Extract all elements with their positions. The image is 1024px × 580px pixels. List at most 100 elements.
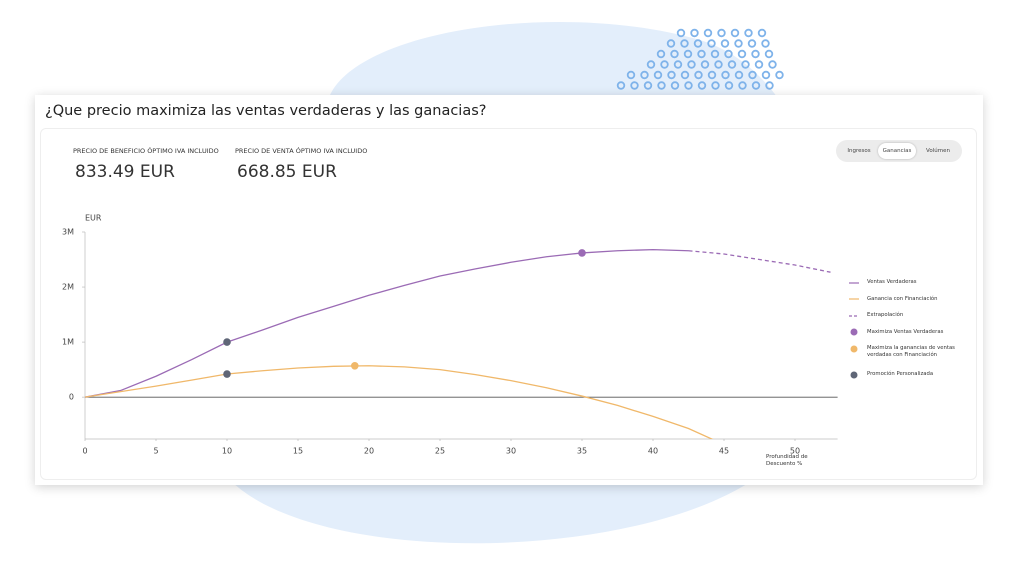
marker [578,249,586,257]
legend-swatch [849,328,859,336]
dot [680,39,689,48]
x-tick-label: 15 [293,447,303,456]
dot [721,70,730,80]
dot [737,49,747,59]
view-toggle: Ingresos Ganancias Volúmen [836,140,962,162]
legend-swatch [849,345,859,352]
x-tick-label: 30 [506,447,516,456]
dot [738,81,747,90]
dot [724,81,734,90]
dot [741,60,750,69]
dot [680,70,690,80]
marker [223,370,231,378]
legend-label: Maximiza la ganancias de ventas verdadas… [867,345,955,358]
legend-label: Promoción Personalizada [867,371,934,377]
dot [694,70,703,80]
dot [751,49,760,59]
dot [757,28,767,38]
dot [697,81,707,90]
plot-area [84,248,831,439]
toggle-option[interactable]: Ingresos [847,148,871,154]
dot [676,28,686,38]
toggle-option[interactable]: Volúmen [926,148,950,154]
dot [751,81,761,90]
dot [765,81,774,90]
dot [734,39,743,48]
dot [626,70,636,80]
series-line [84,365,714,439]
legend-item: Ventas Verdaderas [849,279,959,286]
x-tick-label: 20 [364,447,374,456]
legend-label: Extrapolación [867,312,904,318]
y-tick-label: 3M [62,228,74,237]
dot [643,81,653,90]
dot [666,39,676,48]
dot [703,28,713,38]
x-axis-label: Profundidad de Descuento % [766,454,808,467]
x-tick-label: 25 [435,447,445,456]
legend-item: Maximiza Ventas Verdaderas [849,328,959,336]
dot [768,60,777,69]
legend-swatch [849,371,859,378]
legend-item: Maximiza la ganancias de ventas verdadas… [849,345,959,358]
dot [707,70,717,80]
dot [687,60,696,69]
legend-swatch [849,279,859,286]
legend-label: Ventas Verdaderas [867,279,917,285]
legend-item: Promoción Personalizada [849,371,959,378]
dot-pattern [616,28,784,90]
dot [711,81,720,90]
x-tick-label: 0 [82,447,87,456]
y-tick-label: 1M [62,338,74,347]
x-tick-label: 45 [719,447,729,456]
y-tick-label: 0 [69,393,74,402]
legend-swatch [849,296,859,303]
dot [707,39,716,48]
x-tick-label: 35 [577,447,587,456]
dot [761,70,771,80]
dot [730,28,740,38]
dot [684,81,693,90]
dot [754,60,764,69]
dot [775,70,784,80]
dot [683,49,693,59]
metric-value: 668.85 EUR [237,162,337,182]
legend-swatch [849,312,859,319]
dot [714,60,723,69]
toggle-option[interactable]: Ganancias [878,143,916,159]
x-tick-label: 5 [153,447,158,456]
dot [748,70,757,80]
metric-label: PRECIO DE VENTA ÓPTIMO IVA INCLUIDO [235,147,368,155]
y-axis-label: EUR [85,214,102,223]
dot [693,39,703,48]
metric-label: PRECIO DE BENEFICIO ÓPTIMO IVA INCLUIDO [73,147,219,155]
legend-label: Ganancia con Financiación [867,295,938,302]
marker [351,361,359,370]
dot [761,39,770,48]
legend-item: Ganancia con Financiación [849,296,959,303]
x-axis-label-box: Profundidad de Descuento % [766,454,808,467]
x-tick-label: 50 [790,447,800,456]
dot [697,49,706,59]
x-tick-label: 40 [648,447,658,456]
dot [673,60,683,69]
dot [667,70,676,80]
dot [690,28,699,38]
legend-item: Extrapolación [849,312,959,319]
dot [727,60,737,69]
dot [764,49,774,59]
chart: EUR 3M 2M 1M 0 0 5 10 15 20 25 30 35 40 45 50Profundida… [62,214,838,467]
dot [734,70,744,80]
dot [653,70,663,80]
metric-value: 833.49 EUR [75,162,175,182]
dot [640,70,649,80]
card: ¿Que precio maximiza las ventas verdader… [35,95,983,485]
dot [630,81,639,90]
dot [744,28,753,38]
dot [657,81,666,90]
chart-panel: PRECIO DE BENEFICIO ÓPTIMO IVA INCLUIDO … [40,128,977,480]
dot [720,39,730,48]
series-line [688,250,831,273]
dot [670,49,679,59]
